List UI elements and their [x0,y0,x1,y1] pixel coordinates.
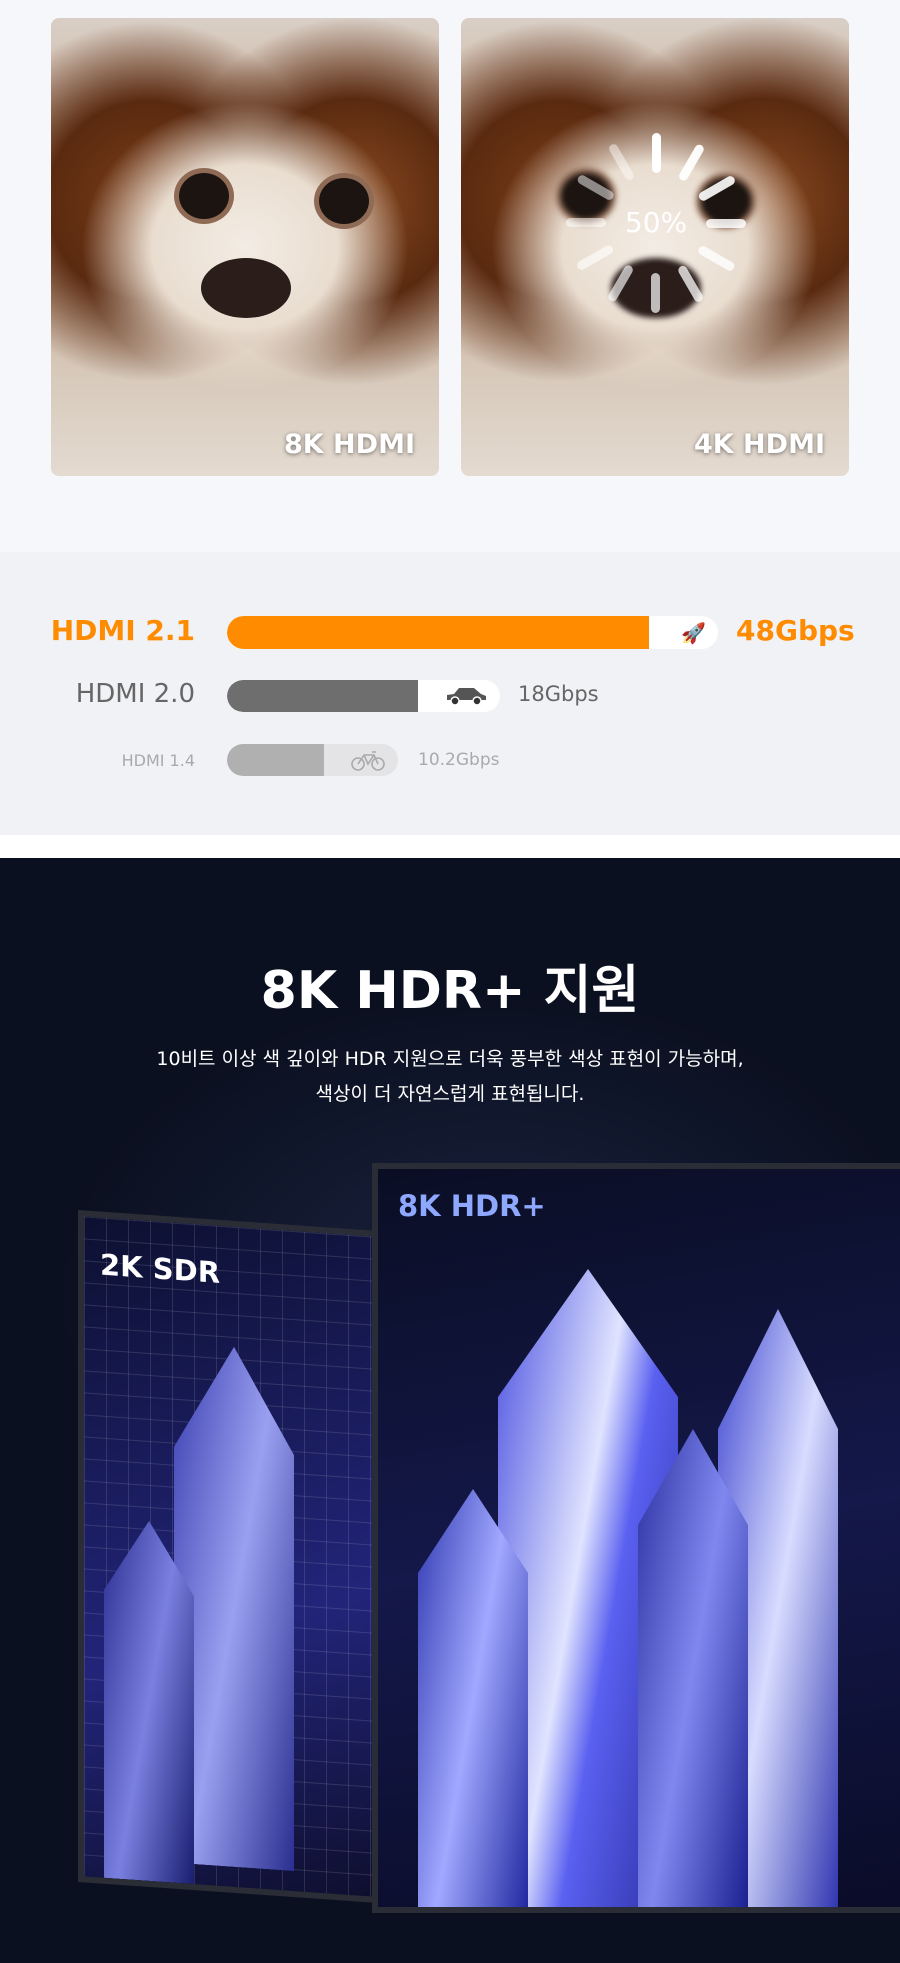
speed-bar-fill [227,680,418,712]
speed-value: 48Gbps [736,614,855,647]
speed-bar [227,744,398,776]
crystal-image [638,1429,748,1907]
section-subtitle: 색상이 더 자연스럽게 표현됩니다. [315,1083,585,1105]
speed-bar-fill [227,616,649,649]
speed-label: HDMI 2.0 [75,679,195,709]
speed-label: HDMI 1.4 [121,751,195,770]
dog-eye [179,173,229,219]
tv-label: 8K HDR+ [398,1189,546,1223]
hdr-section: 8K HDR+ 지원 10비트 이상 색 깊이와 HDR 지원으로 더욱 풍부한… [0,858,900,1963]
speed-bar [227,680,500,712]
dog-nose [201,258,291,318]
tv-2k-sdr: 2K SDR [78,1210,378,1903]
speed-row: HDMI 1.4 10.2Gbps [0,744,900,776]
section-title: 8K HDR+ 지원 [260,961,640,1021]
speed-bar-fill [227,744,324,776]
bicycle-icon [351,751,385,771]
bandwidth-comparison: HDMI 2.1 🚀 48Gbps HDMI 2.0 18Gbps HDMI 1… [0,552,900,835]
loading-spinner-icon: 50% [566,133,746,313]
dog-image-4k: 50% 4K HDMI [461,18,849,476]
loading-percent: 50% [624,206,688,239]
speed-value: 18Gbps [518,682,599,706]
spinner-tick [652,133,661,173]
speed-row: HDMI 2.0 18Gbps [0,679,900,712]
image-label: 4K HDMI [693,429,825,460]
section-subtitle: 10비트 이상 색 깊이와 HDR 지원으로 더욱 풍부한 색상 표현이 가능하… [156,1048,744,1070]
speed-label: HDMI 2.1 [50,614,195,647]
crystal-image [418,1489,528,1907]
speed-bar: 🚀 [227,616,718,649]
speed-row: HDMI 2.1 🚀 48Gbps [0,614,900,649]
dog-image-8k: 8K HDMI [51,18,439,476]
resolution-comparison: 8K HDMI 50% 4K HDMI [0,0,900,552]
dog-eye [319,178,369,224]
speed-value: 10.2Gbps [418,750,500,770]
tv-8k-hdr: 8K HDR+ [372,1163,900,1913]
car-icon [447,688,486,706]
image-label: 8K HDMI [283,429,415,460]
rocket-icon: 🚀 [681,620,706,645]
